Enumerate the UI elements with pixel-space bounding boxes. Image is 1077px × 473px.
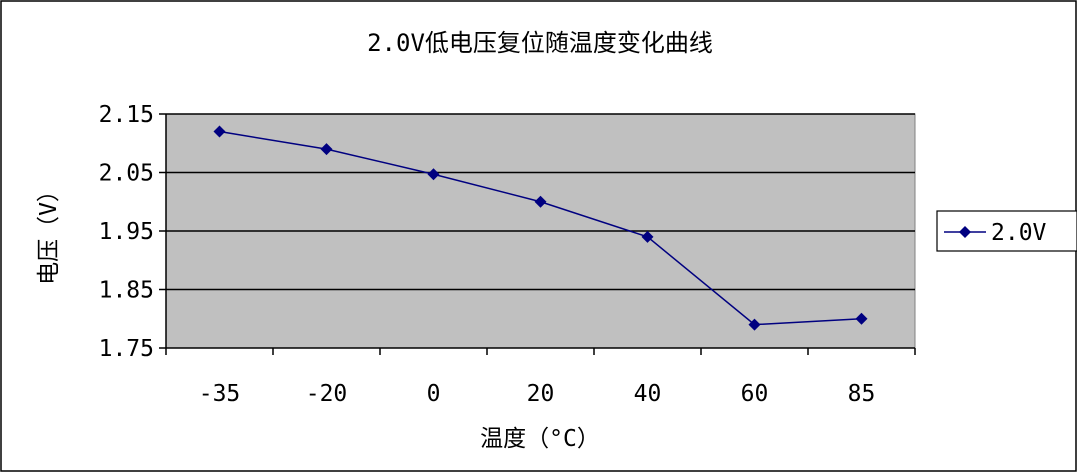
y-tick-label: 1.95: [99, 219, 154, 245]
x-tick-label: 0: [427, 381, 441, 407]
x-tick-label: 60: [741, 381, 769, 407]
x-axis-label: 温度（°C）: [480, 426, 600, 452]
chart-title: 2.0V低电压复位随温度变化曲线: [367, 29, 713, 57]
x-tick-labels: -35 -20 0 20 40 60 85: [199, 381, 876, 407]
x-tick-label: 20: [527, 381, 555, 407]
legend-label: 2.0V: [991, 220, 1047, 246]
axes: [159, 113, 916, 355]
data-point-0: [427, 168, 440, 181]
data-point-20: [534, 195, 547, 208]
data-point--20: [320, 143, 333, 156]
x-tick-label: 40: [634, 381, 662, 407]
data-point--35: [213, 125, 226, 138]
x-tick-label: -20: [306, 381, 348, 407]
y-tick-label: 2.05: [99, 161, 154, 187]
y-tick-label: 1.75: [99, 336, 154, 362]
series-2-0v: [213, 125, 868, 331]
x-tick-label: -35: [199, 381, 241, 407]
y-tick-labels: 1.75 1.85 1.95 2.05 2.15: [99, 102, 154, 362]
legend-marker: [959, 226, 971, 238]
y-axis-label: 电压（V）: [36, 179, 62, 285]
y-tick-label: 1.85: [99, 278, 154, 304]
data-point-40: [641, 230, 654, 243]
data-point-85: [855, 312, 868, 325]
y-tick-label: 2.15: [99, 102, 154, 128]
data-point-60: [748, 318, 761, 331]
legend: 2.0V: [936, 210, 1077, 252]
gridlines: [166, 113, 915, 291]
x-tick-label: 85: [848, 381, 876, 407]
